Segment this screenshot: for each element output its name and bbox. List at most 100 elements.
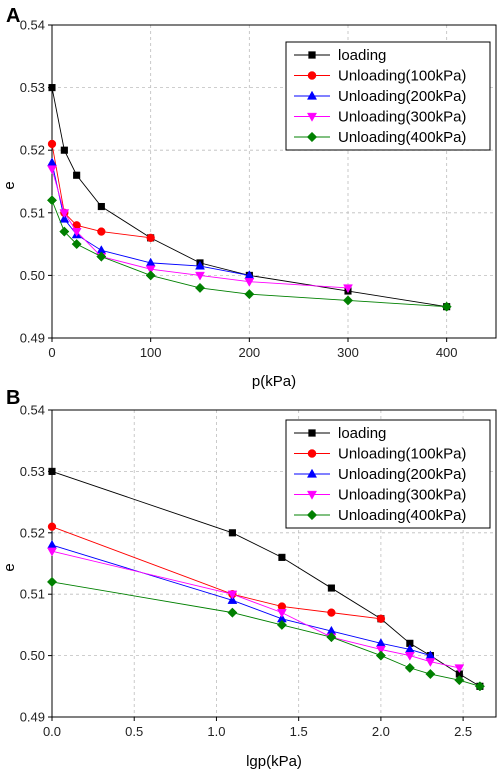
legend-swatch-marker [306, 509, 318, 521]
data-point [326, 632, 337, 643]
legend-label: Unloading(100kPa) [338, 446, 466, 463]
data-point [375, 645, 386, 655]
x-tick-label: 2.0 [372, 724, 390, 739]
legend-swatch-marker [307, 71, 317, 80]
y-tick-label: 0.51 [20, 205, 45, 220]
data-point [97, 202, 105, 211]
legend-label: Unloading(400kPa) [338, 129, 466, 146]
data-point [71, 239, 82, 250]
data-point [276, 619, 287, 630]
x-tick-label: 400 [436, 345, 458, 360]
data-point [425, 668, 436, 680]
data-point [227, 607, 238, 618]
panel-label: A [6, 5, 20, 27]
legend-label: loading [338, 425, 386, 442]
legend-label: loading [338, 47, 386, 64]
series-u200 [47, 539, 436, 660]
series-line [51, 168, 349, 289]
series-line [51, 581, 481, 687]
data-point [59, 213, 70, 223]
data-point [59, 226, 70, 237]
panel-b: 0.0 0.5 1.0 1.5 2.0 2.5 0.49 0.50 0.51 0.52 0.53 0.… [1, 387, 497, 770]
data-point [46, 576, 58, 587]
legend-label: Unloading(100kPa) [338, 68, 466, 85]
data-point [244, 289, 255, 300]
data-point [425, 658, 436, 667]
data-point [227, 590, 238, 600]
data-point [46, 195, 58, 206]
series-line [51, 544, 431, 657]
data-point [227, 595, 238, 604]
legend: loading Unloading(100kPa) Unloading(200kPa… [285, 419, 491, 529]
data-point [146, 233, 155, 242]
y-tick-label: 0.52 [20, 525, 45, 540]
x-axis-label: lgp(kPa) [246, 753, 302, 770]
data-point [60, 146, 68, 154]
legend-label: Unloading(200kPa) [338, 88, 466, 105]
y-tick-label: 0.54 [20, 403, 45, 418]
data-point [327, 584, 335, 592]
y-axis-label: e [1, 181, 18, 189]
data-point [48, 84, 56, 92]
data-point [441, 301, 452, 312]
data-point [342, 295, 354, 306]
data-point [47, 539, 57, 549]
data-point [73, 171, 81, 179]
data-point [404, 662, 415, 673]
x-tick-label: 300 [337, 345, 359, 360]
data-point [194, 282, 206, 293]
series-line [51, 143, 151, 239]
legend-item: Unloading(200kPa) [294, 88, 466, 105]
data-point [47, 165, 57, 175]
data-point [195, 260, 205, 270]
data-point [145, 265, 156, 275]
plot-frame [51, 409, 497, 718]
legend-item: Unloading(100kPa) [294, 446, 466, 463]
legend-item: loading [294, 425, 386, 442]
y-tick-label: 0.51 [20, 587, 45, 602]
data-point [59, 209, 70, 219]
x-tick-label: 1.5 [290, 724, 308, 739]
series-u400 [46, 576, 485, 692]
data-point [454, 675, 465, 686]
data-point [244, 278, 255, 287]
x-axis-label: p(kPa) [252, 373, 296, 390]
x-tick-label: 0 [48, 345, 55, 360]
legend-swatch-marker [306, 90, 318, 100]
legend-label: Unloading(300kPa) [338, 487, 466, 504]
series-line [51, 550, 460, 669]
x-tick-label: 200 [238, 345, 260, 360]
legend-swatch-marker [307, 449, 317, 458]
legend-label: Unloading(300kPa) [338, 109, 466, 126]
data-point [228, 529, 236, 537]
x-tick-label: 0.0 [43, 724, 61, 739]
legend: loading Unloading(100kPa) Unloading(200kPa… [285, 41, 491, 151]
data-point [195, 271, 205, 281]
series-u300 [47, 547, 465, 674]
panel-a: 0 100 200 300 400 0.49 0.50 0.51 0.52 0.53 0.54 p(k… [1, 5, 497, 390]
legend-swatch-marker [308, 51, 316, 59]
legend-swatch-marker [308, 429, 316, 437]
data-point [343, 284, 353, 294]
legend-item: Unloading(300kPa) [294, 109, 466, 126]
legend-label: Unloading(400kPa) [338, 507, 466, 524]
data-point [404, 652, 415, 661]
data-point [48, 467, 56, 475]
y-tick-label: 0.50 [20, 648, 45, 663]
data-point [474, 681, 485, 692]
y-tick-label: 0.53 [20, 80, 45, 95]
data-point [145, 270, 156, 281]
y-tick-label: 0.54 [20, 18, 45, 33]
y-tick-label: 0.49 [20, 331, 45, 346]
y-tick-label: 0.50 [20, 268, 45, 283]
legend-item: Unloading(300kPa) [294, 487, 466, 504]
legend-swatch-marker [306, 490, 318, 500]
legend-swatch-marker [306, 131, 318, 143]
data-point [47, 547, 57, 557]
data-point [376, 614, 386, 623]
x-tick-label: 0.5 [125, 724, 143, 739]
data-point [71, 228, 82, 237]
x-tick-label: 1.0 [207, 724, 225, 739]
y-axis-label: e [1, 563, 18, 571]
